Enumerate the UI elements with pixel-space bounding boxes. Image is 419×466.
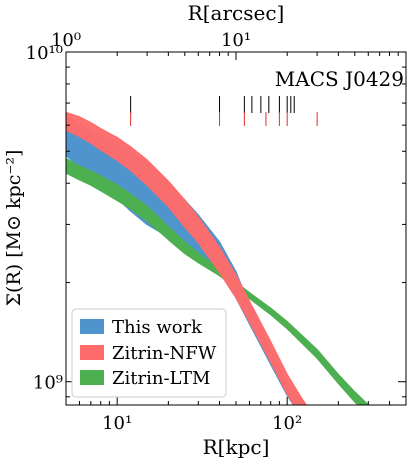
axis-ticks	[65, 51, 407, 405]
legend: This work Zitrin-NFW Zitrin-LTM	[71, 308, 227, 398]
x-tick-label: 10²	[272, 413, 302, 434]
legend-swatch-zitrin-nfw	[80, 345, 104, 360]
x2-tick-label: 10¹	[221, 30, 251, 51]
legend-swatch-this-work	[80, 319, 104, 334]
x2-tick-label: 10⁰	[51, 30, 81, 51]
y-tick-label: 10¹⁰	[26, 43, 63, 64]
legend-label-this-work: This work	[112, 317, 203, 338]
legend-box	[71, 308, 227, 398]
x2-axis-label: R[arcsec]	[188, 1, 285, 25]
band-zitrin-ltm	[66, 157, 370, 405]
x-tick-label: 10¹	[102, 413, 132, 434]
y-axis-label: Σ(R) [M⊙ kpc⁻²]	[3, 150, 25, 307]
x-axis-label: R[kpc]	[203, 435, 270, 459]
legend-label-zitrin-nfw: Zitrin-NFW	[112, 343, 217, 364]
legend-swatch-zitrin-ltm	[80, 370, 104, 385]
chart-title: MACS J0429	[275, 67, 404, 91]
band-zitrin-nfw	[66, 111, 308, 405]
tick-labels: 10¹ 10² 10⁰ 10¹ 10⁹ 10¹⁰	[26, 30, 303, 434]
legend-label-zitrin-ltm: Zitrin-LTM	[112, 368, 210, 389]
image-markers	[130, 96, 318, 126]
y-tick-label: 10⁹	[33, 373, 63, 394]
bands-layer	[66, 111, 370, 405]
